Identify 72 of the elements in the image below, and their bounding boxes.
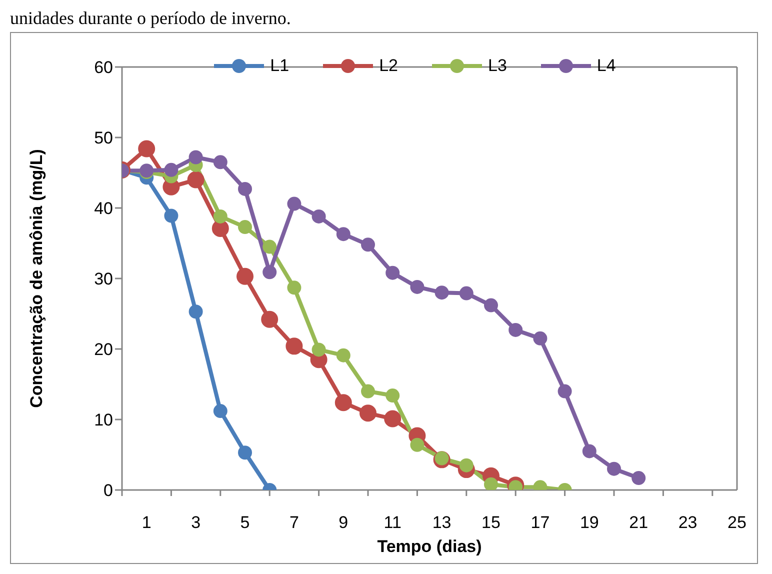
point: [238, 446, 252, 460]
point: [238, 182, 252, 196]
point: [262, 240, 277, 254]
point: [484, 477, 498, 490]
point: [607, 462, 621, 476]
point: [261, 310, 278, 328]
x-tick-label: 3: [191, 513, 201, 532]
x-tick-label: 25: [728, 513, 746, 532]
x-tick-label: 17: [530, 513, 550, 532]
point: [434, 286, 449, 300]
point: [360, 404, 376, 422]
point: [286, 338, 303, 355]
point: [410, 438, 424, 452]
y-tick-label: 30: [94, 270, 113, 289]
point: [336, 227, 350, 242]
x-tick-label: 9: [338, 513, 348, 532]
y-tick-label: 10: [94, 410, 113, 430]
y-axis-title: Concentração de amônia (mg/L): [27, 149, 46, 408]
point: [361, 238, 375, 252]
y-tick-label: 50: [94, 128, 113, 148]
point: [312, 209, 326, 224]
point: [164, 162, 178, 177]
x-tick-label: 23: [678, 513, 698, 532]
point: [262, 265, 277, 280]
legend-label: L1: [270, 56, 290, 76]
x-axis-title: Tempo (dias): [377, 537, 482, 556]
point: [287, 196, 302, 211]
point: [386, 388, 400, 403]
point: [312, 342, 326, 357]
x-tick-label: 13: [432, 513, 452, 532]
y-tick-label: 0: [104, 481, 113, 500]
point: [188, 304, 203, 319]
point: [287, 280, 302, 295]
point: [213, 155, 228, 170]
legend-label: L2: [379, 56, 398, 76]
point: [484, 298, 498, 312]
point: [213, 404, 228, 418]
point: [632, 471, 646, 486]
x-tick-label: 15: [482, 513, 500, 532]
point: [238, 220, 252, 234]
point: [164, 208, 178, 223]
x-tick-label: 21: [629, 513, 648, 532]
legend-label: L3: [488, 56, 507, 76]
x-tick-label: 7: [289, 513, 299, 532]
point: [533, 331, 548, 346]
legend-label: L4: [596, 56, 616, 76]
point: [138, 140, 156, 158]
y-tick-label: 40: [94, 199, 113, 218]
point: [582, 444, 596, 458]
point: [212, 220, 229, 237]
y-tick-label: 20: [94, 340, 113, 360]
x-tick-label: 11: [384, 513, 402, 532]
point: [410, 280, 424, 294]
point: [459, 458, 474, 472]
x-tick-label: 5: [240, 513, 250, 532]
point: [384, 410, 402, 428]
point: [361, 384, 375, 398]
point: [386, 266, 400, 280]
point: [188, 150, 203, 164]
x-tick-label: 1: [142, 513, 152, 532]
point: [236, 268, 254, 285]
point: [334, 394, 352, 412]
y-tick-label: 60: [94, 58, 113, 78]
point: [213, 209, 228, 224]
x-tick-label: 19: [580, 513, 599, 532]
point: [336, 348, 350, 362]
point: [187, 171, 204, 188]
point: [434, 451, 449, 466]
text: unidades durante o período de inverno.: [9, 8, 292, 28]
point: [558, 384, 572, 398]
point: [508, 322, 523, 337]
point: [459, 286, 474, 300]
